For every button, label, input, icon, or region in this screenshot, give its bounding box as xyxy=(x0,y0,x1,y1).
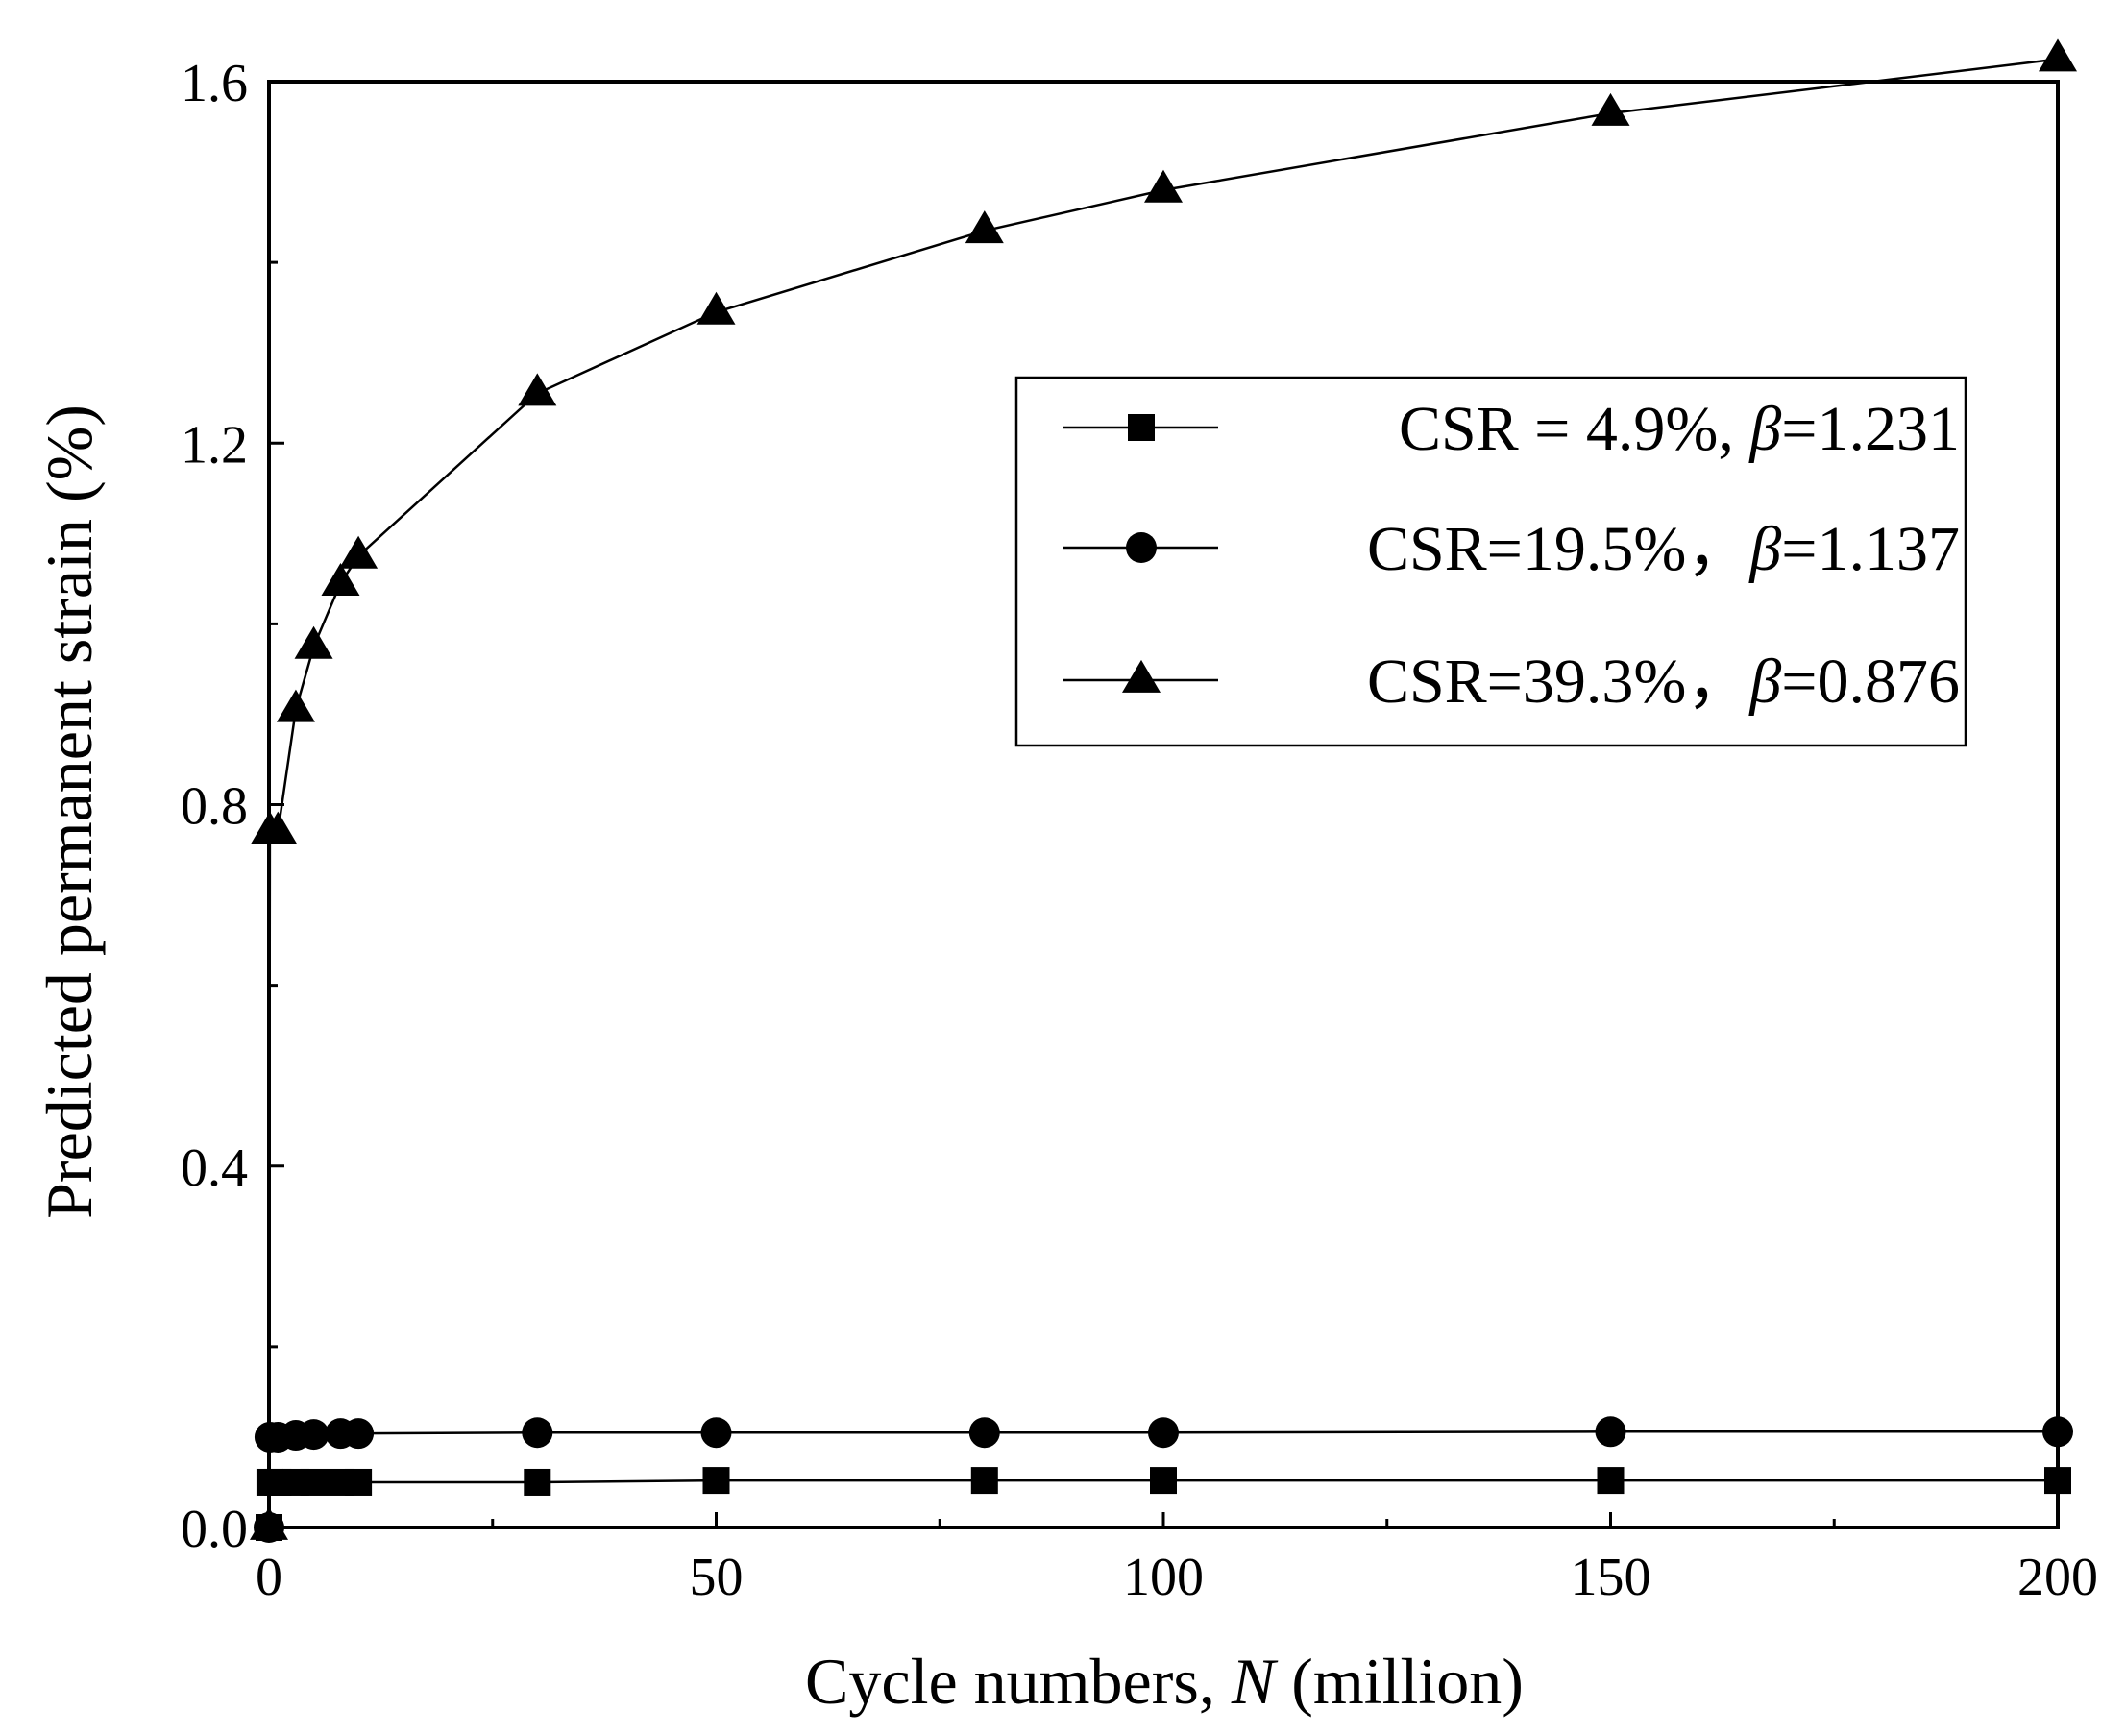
legend-marker-circle xyxy=(1126,532,1157,563)
data-point-triangle xyxy=(696,291,736,325)
data-point-triangle xyxy=(339,535,379,569)
data-point-square xyxy=(1150,1467,1177,1495)
data-point-triangle xyxy=(2039,38,2077,72)
data-point-square xyxy=(300,1468,328,1496)
legend-beta-symbol: β xyxy=(1747,514,1781,584)
series-line-triangle xyxy=(267,58,2059,1528)
x-tick-label: 100 xyxy=(1123,1548,1204,1607)
legend-marker-square xyxy=(1128,414,1155,441)
data-point-triangle xyxy=(321,562,360,596)
data-point-circle xyxy=(298,1419,330,1451)
data-point-square xyxy=(345,1468,373,1496)
legend: CSR = 4.9%, β=1.231CSR=19.5%，β=1.137CSR=… xyxy=(1014,376,1967,747)
legend-series-name: CSR=19.5%， xyxy=(1367,514,1749,584)
x-axis-label-suffix: (million) xyxy=(1275,1645,1524,1718)
x-tick-label: 0 xyxy=(256,1548,282,1607)
data-point-square xyxy=(1597,1467,1625,1495)
data-point-circle xyxy=(968,1417,1000,1449)
data-point-circle xyxy=(700,1417,732,1449)
x-axis-label-variable: N xyxy=(1231,1645,1279,1718)
data-point-triangle xyxy=(518,373,557,406)
legend-beta-symbol: β xyxy=(1747,394,1781,464)
legend-label: CSR=39.3%，β=0.876 xyxy=(1367,647,1960,717)
data-point-square xyxy=(970,1467,998,1495)
data-point-triangle xyxy=(1591,92,1630,126)
legend-label: CSR = 4.9%, β=1.231 xyxy=(1399,394,1960,464)
plot-area xyxy=(250,38,2077,1543)
y-tick-label: 0.8 xyxy=(181,777,248,837)
legend-beta-symbol: β xyxy=(1747,647,1781,717)
axes: 0 50 100 150 200 0.0 0.4 0.8 1.2 1.6 xyxy=(181,54,2098,1607)
data-point-triangle xyxy=(294,625,333,659)
legend-box xyxy=(1014,376,1967,747)
y-axis-label: Predicted permanent strain (%) xyxy=(33,404,106,1219)
data-point-circle xyxy=(1148,1417,1179,1449)
legend-label: CSR=19.5%，β=1.137 xyxy=(1367,514,1960,584)
x-tick-label: 200 xyxy=(2017,1548,2098,1607)
x-tick-label: 50 xyxy=(690,1548,744,1607)
legend-marker-triangle xyxy=(1122,659,1161,693)
data-point-circle xyxy=(522,1417,553,1449)
data-point-triangle xyxy=(276,689,315,722)
data-point-circle xyxy=(343,1418,375,1450)
plot-frame xyxy=(267,80,2060,1529)
data-point-square xyxy=(702,1467,730,1495)
data-point-circle xyxy=(1595,1416,1626,1448)
x-tick-label: 150 xyxy=(1571,1548,1651,1607)
x-axis-label-prefix: Cycle numbers, xyxy=(805,1645,1232,1718)
y-tick-label: 0.4 xyxy=(181,1138,248,1198)
legend-beta-value: =0.876 xyxy=(1781,647,1960,717)
legend-series-name: CSR=39.3%， xyxy=(1367,647,1749,717)
data-point-triangle xyxy=(1144,169,1183,203)
y-tick-label: 0.0 xyxy=(181,1500,248,1559)
legend-beta-value: =1.137 xyxy=(1781,514,1960,584)
y-tick-label: 1.2 xyxy=(181,415,248,475)
data-point-triangle xyxy=(965,210,1004,244)
x-axis-label: Cycle numbers, N (million) xyxy=(805,1645,1524,1718)
data-point-square xyxy=(524,1468,551,1496)
legend-beta-value: =1.231 xyxy=(1781,394,1960,464)
legend-series-name: CSR = 4.9%, xyxy=(1399,394,1749,464)
y-tick-label: 1.6 xyxy=(181,54,248,113)
